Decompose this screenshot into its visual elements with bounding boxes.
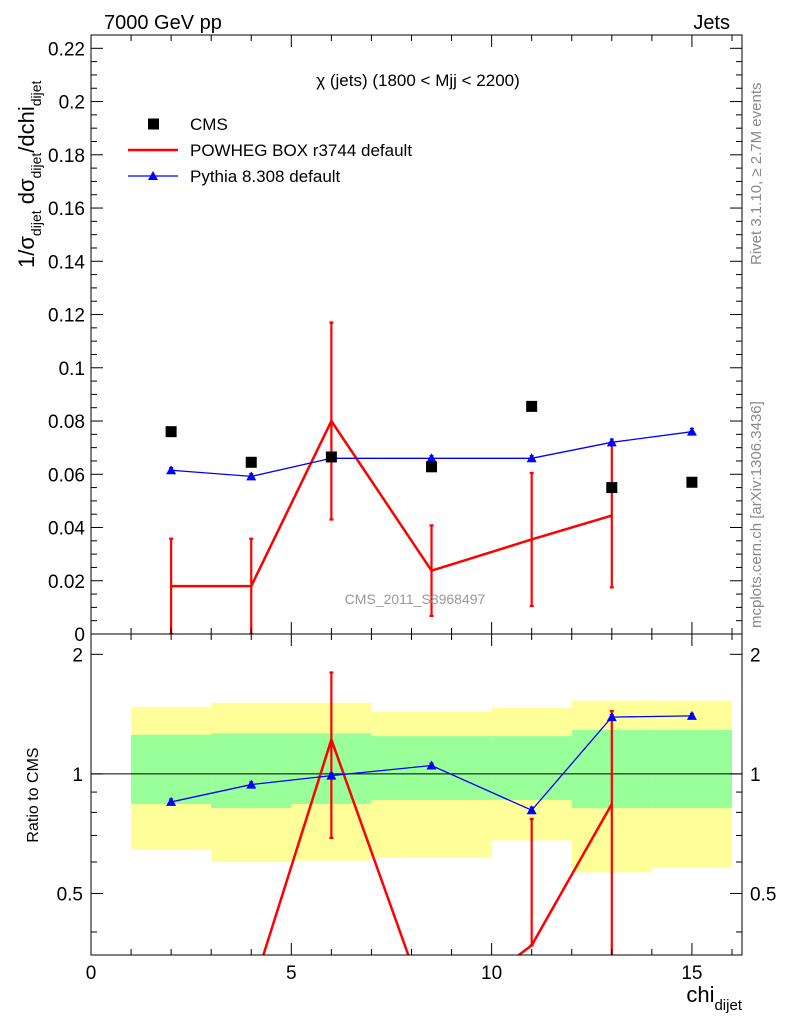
ratio-pythia-point	[426, 760, 437, 770]
x-tick-label: 5	[286, 963, 297, 984]
uncertainty-band-inner	[491, 736, 572, 800]
uncertainty-band-inner	[211, 733, 292, 809]
y-tick-label: 0.04	[48, 519, 85, 540]
ratio-y-tick-label-right: 1	[750, 765, 761, 786]
analysis-watermark: CMS_2011_S8968497	[345, 591, 486, 607]
legend-pythia-label: Pythia 8.308 default	[190, 167, 341, 186]
cms-point	[606, 482, 618, 494]
header-left: 7000 GeV pp	[104, 12, 222, 34]
ratio-pythia-point	[606, 712, 617, 722]
pythia-point	[686, 426, 697, 436]
y-tick-label: 0.12	[48, 306, 85, 327]
y-tick-label: 0.1	[59, 359, 85, 380]
uncertainty-band-inner	[651, 729, 732, 809]
cms-point	[526, 400, 538, 412]
x-tick-label: 0	[86, 963, 97, 984]
rivet-label: Rivet 3.1.10, ≥ 2.7M events	[748, 83, 765, 266]
ratio-pythia-point	[526, 805, 537, 815]
pythia-point	[246, 471, 257, 481]
y-tick-label: 0.2	[59, 93, 85, 114]
ratio-plot-area	[91, 671, 742, 955]
legend-powheg-label: POWHEG BOX r3744 default	[190, 141, 412, 160]
cms-point	[426, 461, 438, 473]
main-axes-box	[90, 34, 743, 635]
legend-pythia-marker	[148, 171, 158, 180]
ratio-y-tick-label-left: 2	[72, 645, 83, 666]
cms-point	[165, 426, 177, 438]
header-right: Jets	[693, 12, 730, 34]
ratio-pythia-point	[246, 779, 257, 789]
ratio-powheg-line	[262, 735, 613, 955]
legend: CMS POWHEG BOX r3744 default Pythia 8.308 …	[128, 115, 412, 186]
powheg-line	[171, 418, 613, 588]
y-tick-label: 0	[74, 625, 85, 646]
pythia-point	[526, 453, 537, 463]
chart-title: χ (jets) (1800 < Mjj < 2200)	[316, 71, 520, 90]
y-tick-label: 0.22	[48, 39, 85, 60]
ratio-y-tick-label-right: 0.5	[750, 884, 776, 905]
cms-point	[325, 451, 337, 463]
y-tick-label: 0.18	[48, 146, 85, 167]
y-tick-label: 0.08	[48, 412, 85, 433]
ratio-y-axis-label: Ratio to CMS	[25, 747, 42, 842]
pythia-point	[606, 437, 617, 447]
main-frame: 0 0.02 0.04 0.06 0.08 0.1 0.12 0.14 0.16 0.18 0.2 0…	[48, 34, 743, 646]
ratio-y-tick-label-left: 1	[72, 765, 83, 786]
y-tick-label: 0.14	[48, 252, 85, 273]
mcplots-label: mcplots.cern.ch [arXiv:1306.3436]	[748, 401, 765, 628]
x-tick-label: 15	[681, 963, 702, 984]
uncertainty-band-inner	[131, 734, 212, 804]
cms-point	[686, 476, 698, 488]
ratio-y-tick-label-left: 0.5	[57, 884, 83, 905]
y-tick-label: 0.06	[48, 465, 85, 486]
ratio-frame: 0.5 0.5 1 1 2 2 0 5 10 15	[57, 633, 776, 984]
x-axis-label: chidijet	[686, 982, 742, 1014]
ratio-pythia-point	[326, 770, 337, 780]
ratio-pythia-point	[166, 796, 177, 806]
x-tick-label: 10	[481, 963, 502, 984]
cms-point	[245, 456, 257, 468]
main-plot-area	[165, 321, 698, 634]
pythia-point	[166, 465, 177, 475]
ratio-pythia-point	[686, 710, 697, 720]
pythia-point	[426, 453, 437, 463]
y-axis-label: 1/σdijet dσdijet/dchidijet	[14, 80, 44, 268]
ratio-y-tick-label-right: 2	[750, 645, 761, 666]
ratio-axes-box	[90, 633, 743, 956]
legend-cms-label: CMS	[190, 115, 228, 134]
legend-cms-marker	[148, 118, 159, 130]
y-tick-label: 0.16	[48, 199, 85, 220]
y-tick-label: 0.02	[48, 572, 85, 593]
